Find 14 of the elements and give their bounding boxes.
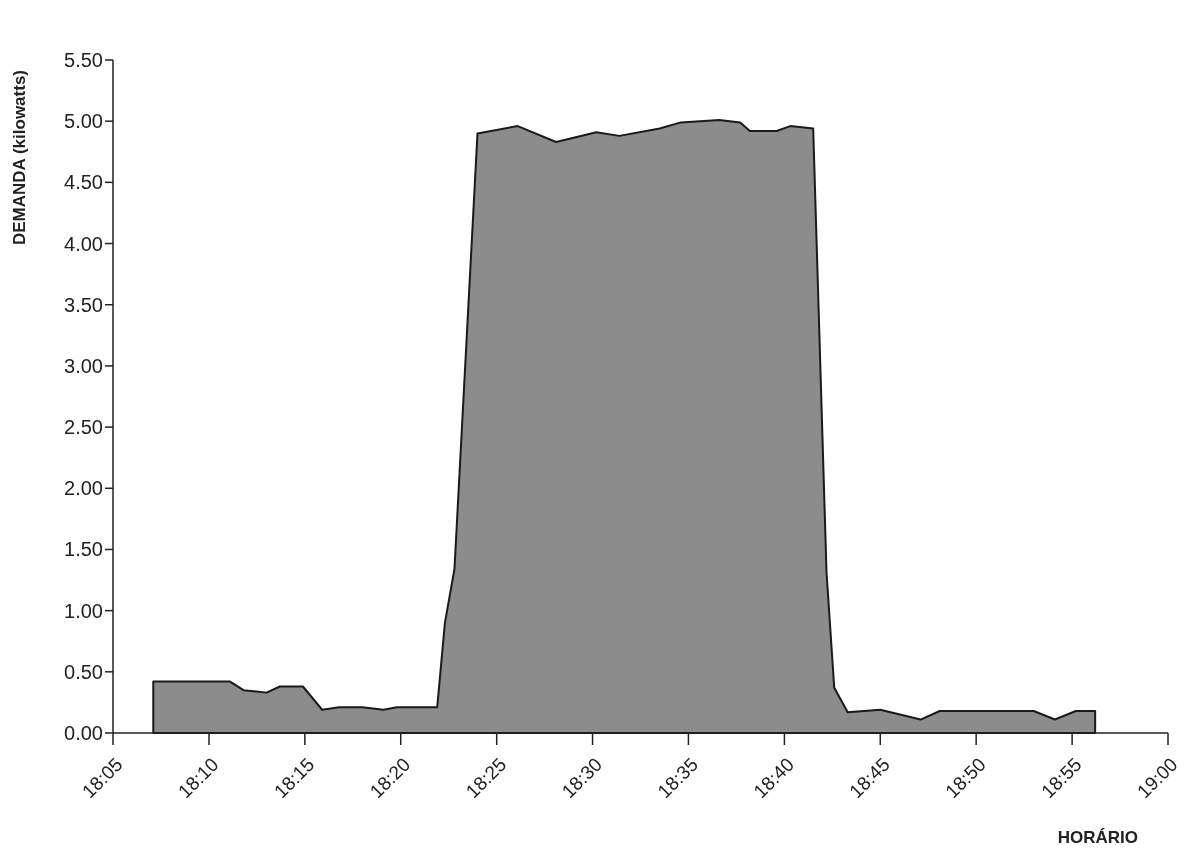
x-axis-title: HORÁRIO <box>1057 828 1138 847</box>
y-tick-label: 1.00 <box>64 599 103 622</box>
y-tick-label: 0.00 <box>64 722 103 744</box>
y-tick-label: 3.00 <box>64 354 103 377</box>
y-tick-label: 1.50 <box>64 538 103 561</box>
y-tick-label: 3.50 <box>64 293 103 316</box>
y-axis-title: DEMANDA (kilowatts) <box>10 70 29 246</box>
y-tick-label: 2.50 <box>64 416 103 439</box>
y-tick-label: 2.00 <box>64 477 103 500</box>
y-tick-label: 4.00 <box>64 232 103 255</box>
y-tick-label: 4.50 <box>64 171 103 194</box>
y-tick-label: 0.50 <box>64 660 103 683</box>
y-tick-label: 5.50 <box>64 49 103 71</box>
y-tick-label: 5.00 <box>64 110 103 133</box>
